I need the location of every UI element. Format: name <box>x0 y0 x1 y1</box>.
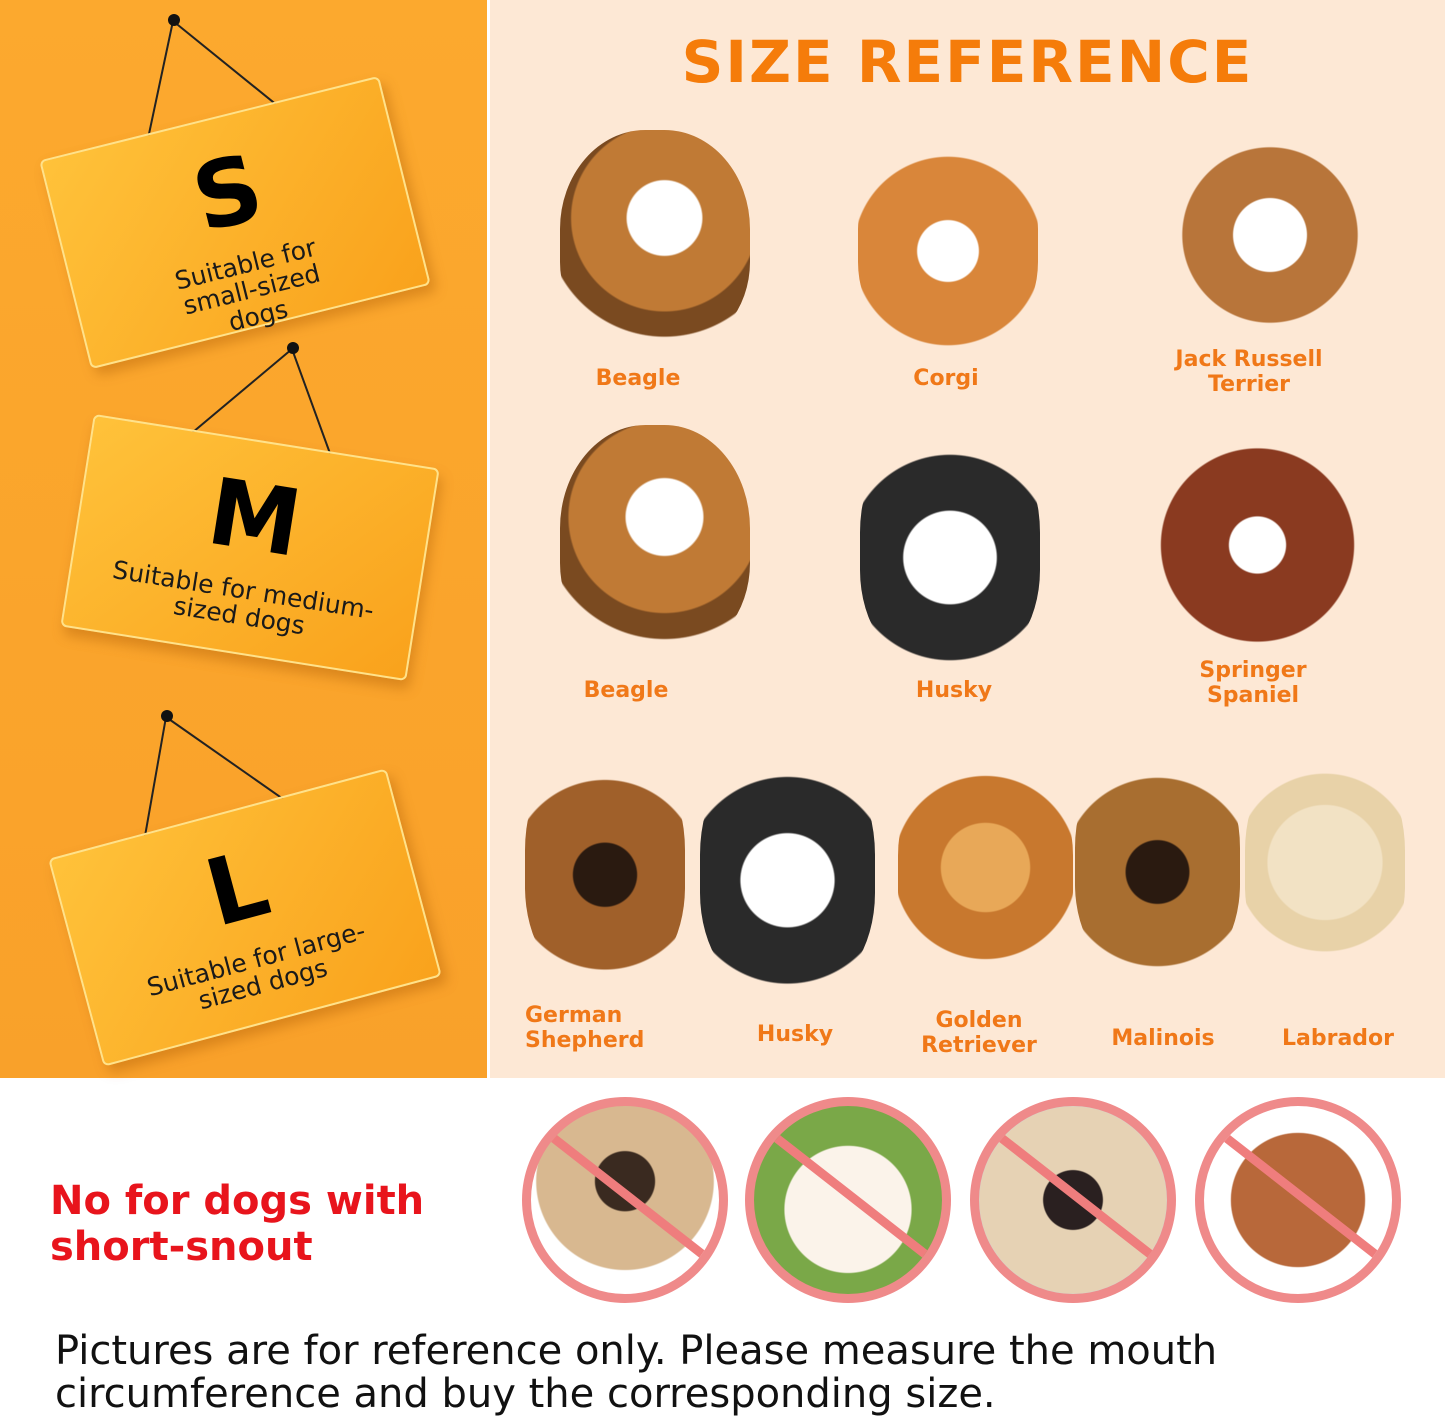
pin-icon <box>161 710 173 722</box>
page-title: SIZE REFERENCE <box>681 28 1254 96</box>
dog-photo-beagle <box>560 425 750 655</box>
dog-label: Springer Spaniel <box>1199 658 1307 709</box>
dog-label: Husky <box>915 678 993 703</box>
prohibition-icon <box>765 1128 942 1277</box>
pin-icon <box>168 14 180 26</box>
dog-photo-malinois <box>1075 740 1240 980</box>
banned-dog-poodle <box>1195 1097 1401 1303</box>
dog-photo-husky <box>860 420 1040 670</box>
prohibition-icon <box>542 1128 719 1277</box>
dog-label: Husky <box>756 1022 834 1047</box>
dog-label: Beagle <box>595 366 681 391</box>
dog-label: Golden Retriever <box>921 1008 1037 1059</box>
dog-label: Jack Russell Terrier <box>1175 347 1323 398</box>
banned-dog-poodle-puppy <box>745 1097 951 1303</box>
dog-label: Labrador <box>1281 1026 1395 1051</box>
short-snout-warning: No for dogs with short-snout <box>50 1178 425 1270</box>
pin-icon <box>287 342 299 354</box>
dog-photo-husky <box>700 740 875 995</box>
dog-label: Malinois <box>1111 1026 1215 1051</box>
dog-photo-beagle <box>560 130 750 350</box>
banned-dog-pug <box>522 1097 728 1303</box>
dog-label: Beagle <box>583 678 669 703</box>
dog-photo-labrador <box>1245 745 1405 980</box>
dog-label: German Shepherd <box>525 1003 645 1054</box>
dog-photo-german-shepherd <box>525 740 685 985</box>
prohibition-icon <box>1215 1128 1392 1277</box>
dog-photo-springer-spaniel <box>1160 425 1355 665</box>
prohibition-icon <box>990 1128 1167 1277</box>
dog-photo-jack-russell <box>1170 130 1370 340</box>
dog-label: Corgi <box>913 366 979 391</box>
footer-note: Pictures are for reference only. Please … <box>55 1328 1218 1418</box>
banned-dog-pug <box>970 1097 1176 1303</box>
dog-photo-golden-retriever <box>898 750 1073 985</box>
dog-photo-corgi <box>858 130 1038 350</box>
